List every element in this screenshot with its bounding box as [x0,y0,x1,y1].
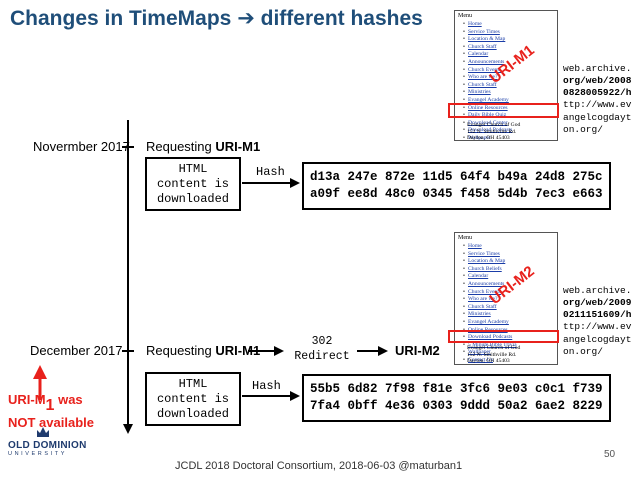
snapshot-m1-menu-item: Calendar [463,51,512,59]
logo-main-text: OLD DOMINION [8,440,87,451]
snapshot-m2-menu-item: Church Beliefs [463,266,517,274]
snapshot-m1-archive-line: ttp://www.ev [563,99,632,111]
snapshot-m1-highlight [448,103,559,118]
snapshot-m1-menu-item: Church Events [463,67,512,75]
html-download-box-2: HTML content is downloaded [145,372,241,426]
snapshot-m2-archive-line: 0211151609/h [563,309,632,321]
snapshot-m1-archive-line: org/web/2008 [563,74,632,86]
date-nov-2017: Novermber 2017 [33,139,130,154]
snapshot-m1-menu-item: Download Center [463,120,512,128]
snapshot-m2-menu-item: Download Podcasts [463,334,517,342]
snapshot-m1-menu-item: Service Times [463,29,512,37]
snapshot-m1-menu: HomeService TimesLocation & MapChurch St… [463,21,512,140]
request-prefix-1: Requesting [146,139,212,154]
snapshot-m1-menu-item: Download Podcasts [463,127,512,135]
snapshot-m1-menu-item: Daily Bible Quiz [463,112,512,120]
snapshot-m1-menu-item: Home [463,21,512,29]
slide-title: Changes in TimeMaps ➔ different hashes [10,6,423,31]
snapshot-m2-menu-item: Contact Us [463,357,517,364]
footer-text: JCDL 2018 Doctoral Consortium, 2018-06-0… [175,460,463,472]
snapshot-m2-menu-item: Online Resources [463,327,517,335]
snapshot-m1-menu-item: Location & Map [463,36,512,44]
title-arrow-icon: ➔ [237,6,255,30]
title-text-before: Changes in TimeMaps [10,7,232,30]
snapshot-m2-archive-line: web.archive. [563,284,632,296]
snapshot-m1-thumbnail: Menu HomeService TimesLocation & MapChur… [454,10,558,141]
request-prefix-2: Requesting [146,343,212,358]
logo-sub-text: UNIVERSITY [8,451,68,457]
note-prefix: URI-M [8,392,46,407]
snapshot-m1-menu-item: Online Resources [463,105,512,113]
not-available-note: URI-M1 was NOT available [8,391,94,431]
hash-label-1: Hash [256,165,285,179]
snapshot-m2-menu-item: Calendar [463,273,517,281]
snapshot-m2-menu-item: Home [463,243,517,251]
snapshot-m2-archive-line: ttp://www.ev [563,321,632,333]
snapshot-m2-menu-item: Who are we? [463,296,517,304]
snapshot-m1-menu-item: Ministries [463,89,512,97]
snapshot-m1-address: Evangel Church of God 152 N. Smithville … [467,122,521,141]
request-uri-2: URI-M1 [215,343,261,358]
snapshot-m2-archive-line: angelcogdayt [563,333,632,345]
snapshot-m2-menu-item: Wallpaper [463,349,517,357]
snapshot-m2-archive-line: on.org/ [563,346,603,358]
snapshot-m1-archive-line: on.org/ [563,124,603,136]
date-dec-2017: December 2017 [30,343,123,358]
snapshot-m2-menu-item: Location & Map [463,258,517,266]
snapshot-m2-archive-url: web.archive. org/web/2009 0211151609/h ttp:… [563,260,631,371]
snapshot-m2-menu-item: Service Times [463,251,517,259]
hash-value-box-1: d13a 247e 872e 11d5 64f4 b49a 24d8 275c … [302,162,611,210]
snapshot-m1-menu-title: Menu [458,13,472,19]
snapshot-m2-archive-line: org/web/2009 [563,296,632,308]
snapshot-m2-menu-item: Church Events [463,289,517,297]
snapshot-m1-archive-line: 0828005922/h [563,87,632,99]
title-text-after: different hashes [260,7,423,30]
hash-value-box-2: 55b5 6d82 7f98 f81e 3fc6 9e03 c0c1 f739 … [302,374,611,422]
snapshot-m1-archive-line: angelcogdayt [563,111,632,123]
snapshot-m1-archive-url: web.archive. org/web/2008 0828005922/h ttp:… [563,38,631,149]
request-uri-1: URI-M1 [215,139,261,154]
page-number: 50 [604,449,616,460]
redirect-label: 302 Redirect [294,335,350,363]
snapshot-m2-menu-item: Church Staff [463,304,517,312]
request-label-2: Requesting URI-M1 [146,343,260,358]
crown-icon [37,427,49,437]
not-available-line1: URI-M1 was [8,391,94,414]
snapshot-m2-menu-item: 5 Minute Bible Trivia [463,342,517,350]
snapshot-m2-highlight [448,330,559,343]
snapshot-m1-menu-item: Who are we? [463,74,512,82]
snapshot-m2-menu-item: Ministries [463,311,517,319]
snapshot-m1-menu-item: Evangel Academy [463,97,512,105]
note-subscript: 1 [45,397,55,414]
redirect-target: URI-M2 [395,343,440,358]
snapshot-m1-archive-line: web.archive. [563,62,632,74]
note-suffix: was [58,392,83,407]
request-label-1: Requesting URI-M1 [146,139,260,154]
snapshot-m2-menu-item: Evangel Academy [463,319,517,327]
snapshot-m1-menu-item: Wallpaper [463,135,512,140]
hash-label-2: Hash [252,379,281,393]
snapshot-m1-menu-item: Church Staff [463,82,512,90]
snapshot-m2-address: Evangel Church of God 152 N. Smithville … [467,345,521,365]
snapshot-m2-menu: HomeService TimesLocation & MapChurch Be… [463,243,517,364]
snapshot-m1-menu-item: Announcements [463,59,512,67]
snapshot-m2-menu-item: Announcements [463,281,517,289]
snapshot-m1-menu-item: Church Staff [463,44,512,52]
not-available-line2: NOT available [8,415,94,430]
snapshot-m2-menu-title: Menu [458,235,472,241]
html-download-box-1: HTML content is downloaded [145,157,241,211]
odu-logo: OLD DOMINION UNIVERSITY [8,427,87,457]
